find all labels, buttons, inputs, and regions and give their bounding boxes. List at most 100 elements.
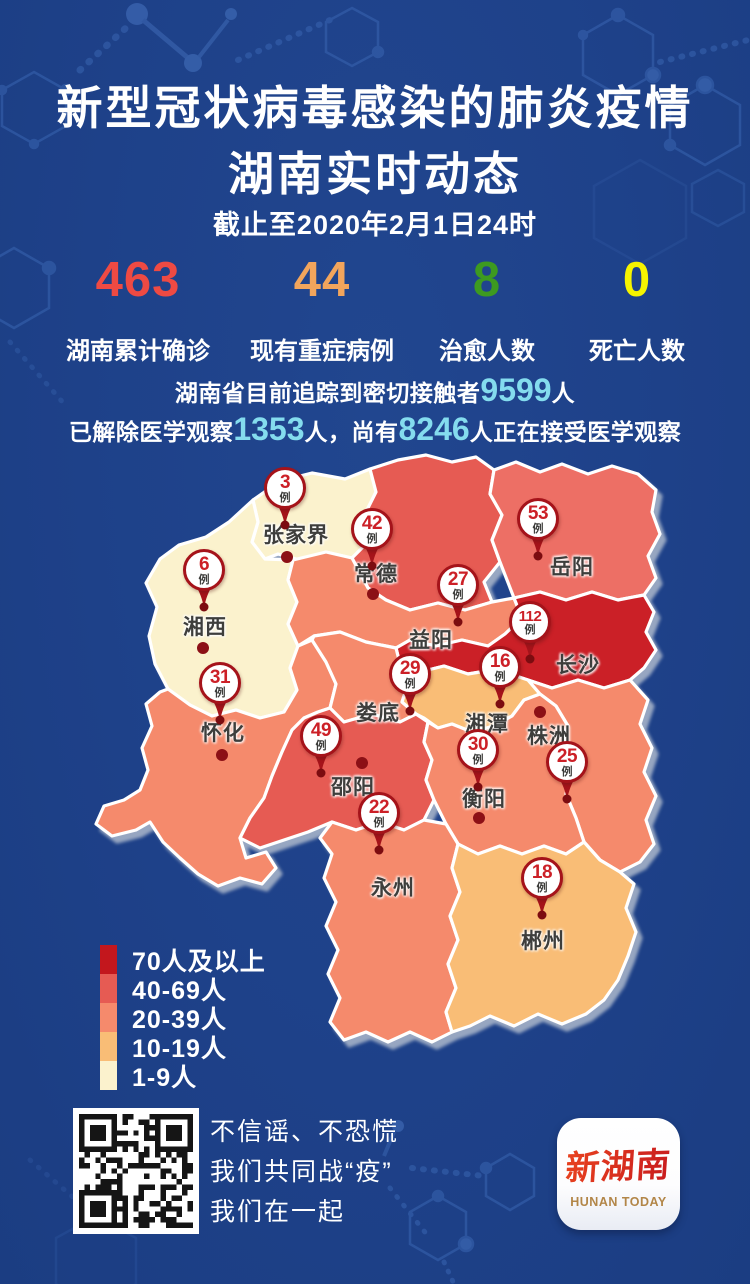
city-dot-xiangxi xyxy=(197,642,209,654)
stat-2: 8 治愈人数 xyxy=(439,256,535,366)
tracking-line-1: 湖南省目前追踪到密切接触者9599人 xyxy=(0,372,750,409)
map-pin-yongzhou: 22 例 xyxy=(358,792,400,855)
tracking-line-2: 已解除医学观察1353人，尚有8246人正在接受医学观察 xyxy=(0,411,750,448)
region-huaihua xyxy=(94,638,338,888)
as-of-date: 截止至2020年2月1日24时 xyxy=(212,210,538,240)
pin-tail xyxy=(558,776,576,804)
pin-case-count: 22 xyxy=(368,796,390,818)
pin-case-count: 18 xyxy=(531,861,553,883)
pin-case-unit: 例 xyxy=(536,881,548,894)
pin-case-count: 42 xyxy=(361,512,383,534)
pin-case-count: 49 xyxy=(310,719,332,741)
released-observation-count: 1353 xyxy=(233,411,305,447)
city-label-huaihua: 怀化 xyxy=(201,722,245,745)
pin-case-count: 30 xyxy=(467,733,489,755)
city-dot-zhuzhou xyxy=(534,706,546,718)
pin-case-unit: 例 xyxy=(472,753,484,766)
stat-1: 44 现有重症病例 xyxy=(250,256,394,366)
pin-tail xyxy=(529,533,547,561)
pin-case-count: 31 xyxy=(209,666,231,688)
region-hengyang xyxy=(422,692,586,856)
slogan-line-1: 不信谣、不恐慌 xyxy=(210,1118,400,1146)
city-dot-huaihua xyxy=(216,749,228,761)
pin-case-unit: 例 xyxy=(279,491,291,504)
city-label-zhangjiajie: 张家界 xyxy=(263,524,329,547)
city-label-changde: 常德 xyxy=(354,563,398,586)
map-pin-yueyang: 53 例 xyxy=(517,498,559,561)
pin-case-count: 25 xyxy=(556,745,578,767)
pin-case-count: 29 xyxy=(399,657,421,679)
pin-tail xyxy=(469,764,487,792)
legend-row-2: 20-39人 xyxy=(100,1003,266,1034)
pin-case-unit: 例 xyxy=(198,573,210,586)
pin-tail xyxy=(533,892,551,920)
hunan-today-logo: 新湖南 HUNAN TODAY xyxy=(557,1118,680,1230)
pin-tail xyxy=(449,599,467,627)
pin-case-count: 6 xyxy=(198,553,210,575)
city-label-yueyang: 岳阳 xyxy=(550,556,594,579)
region-yueyang xyxy=(488,460,662,602)
map-pin-huaihua: 31 例 xyxy=(199,662,241,725)
stat-0: 463 湖南累计确诊 xyxy=(66,256,210,366)
region-zhuzhou xyxy=(526,678,658,874)
map-pin-changde: 42 例 xyxy=(351,508,393,571)
under-observation-count: 8246 xyxy=(398,411,470,447)
stat-label: 死亡人数 xyxy=(589,338,685,365)
pin-case-count: 3 xyxy=(279,471,291,493)
city-label-yongzhou: 永州 xyxy=(371,877,415,900)
close-contacts-count: 9599 xyxy=(480,372,552,408)
city-dot-zhangjiajie xyxy=(281,551,293,563)
pin-case-unit: 例 xyxy=(315,739,327,752)
legend-swatch xyxy=(100,1003,117,1032)
pin-tail xyxy=(491,681,509,709)
city-label-hengyang: 衡阳 xyxy=(462,788,506,811)
pin-case-unit: 例 xyxy=(373,816,385,829)
legend-row-0: 70人及以上 xyxy=(100,945,266,976)
pin-case-unit: 例 xyxy=(452,588,464,601)
pin-case-unit: 例 xyxy=(366,532,378,545)
city-dot-hengyang xyxy=(473,812,485,824)
region-yiyang xyxy=(286,550,524,650)
legend-label: 70人及以上 xyxy=(132,947,266,976)
city-label-yiyang: 益阳 xyxy=(409,629,453,652)
tracking-text: 已解除医学观察 xyxy=(68,419,234,445)
slogan-text: 不信谣、不恐慌 我们共同战“疫” 我们在一起 xyxy=(210,1112,399,1232)
city-dot-shaoyang xyxy=(356,757,368,769)
stat-label: 湖南累计确诊 xyxy=(66,338,210,365)
pin-case-count: 27 xyxy=(447,568,469,590)
city-label-zhuzhou: 株洲 xyxy=(527,725,571,748)
pin-tail xyxy=(312,750,330,778)
map-pin-xiangtan: 16 例 xyxy=(479,646,521,709)
legend-swatch xyxy=(100,1061,117,1090)
tracking-text: 人，尚有 xyxy=(304,419,399,445)
qr-code xyxy=(73,1108,199,1234)
tracking-text: 人正在接受医学观察 xyxy=(469,419,682,445)
city-label-xiangxi: 湘西 xyxy=(183,616,227,639)
legend-row-1: 40-69人 xyxy=(100,974,266,1005)
tracking-text: 湖南省目前追踪到密切接触者 xyxy=(174,380,481,406)
legend-row-4: 1-9人 xyxy=(100,1061,266,1092)
region-yongzhou xyxy=(318,818,462,1044)
slogan-line-2: 我们共同战“疫” xyxy=(210,1158,393,1186)
legend-row-3: 10-19人 xyxy=(100,1032,266,1063)
region-xiangxi xyxy=(144,498,300,720)
region-shaoyang xyxy=(238,706,436,850)
region-loudi xyxy=(310,630,418,724)
slogan-line-3: 我们在一起 xyxy=(210,1198,346,1226)
legend-label: 1-9人 xyxy=(132,1063,198,1092)
city-label-shaoyang: 邵阳 xyxy=(331,776,375,799)
legend-swatch xyxy=(100,1032,117,1061)
legend-label: 20-39人 xyxy=(132,1005,227,1034)
legend-label: 40-69人 xyxy=(132,976,227,1005)
pin-tail xyxy=(211,697,229,725)
city-label-changsha: 长沙 xyxy=(556,654,600,677)
pin-case-count: 53 xyxy=(527,502,549,524)
city-label-xiangtan: 湘潭 xyxy=(465,713,509,736)
logo-cn-text: 新湖南 xyxy=(564,1137,673,1190)
map-pin-hengyang: 30 例 xyxy=(457,729,499,792)
stat-label: 现有重症病例 xyxy=(250,338,394,365)
title-line-2: 湖南实时动态 xyxy=(228,148,522,200)
